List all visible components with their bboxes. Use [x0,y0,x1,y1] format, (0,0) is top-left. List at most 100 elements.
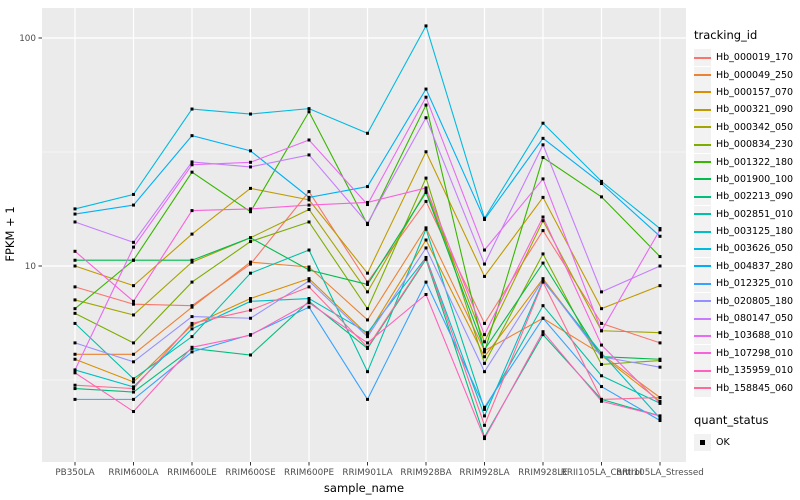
legend-entry-Hb_002213_090: Hb_002213_090 [694,188,800,206]
legend-key-icon [694,136,711,154]
data-point [658,264,662,268]
data-point [483,248,486,252]
data-point [73,298,77,302]
data-point [132,397,135,401]
legend-label: Hb_158845_060 [716,382,794,394]
line-swatch-icon [694,178,711,181]
data-point [600,397,603,401]
data-point [600,374,603,378]
data-point [249,165,252,169]
legend-entry-Hb_107298_010: Hb_107298_010 [694,344,800,362]
data-point [249,112,252,116]
data-point [366,318,369,322]
data-point [424,186,428,190]
data-point [249,160,252,164]
data-point [73,387,77,391]
data-point [132,360,135,364]
data-point [424,280,428,284]
data-point [132,380,135,384]
legend-entry-Hb_001322_180: Hb_001322_180 [694,153,800,171]
y-tick-label: 10 [25,262,37,272]
data-point [190,321,194,325]
data-point [307,107,311,111]
data-point [132,377,135,381]
series-points-Hb_080147_050 [73,116,662,294]
data-point [190,280,194,284]
data-point [658,284,662,288]
data-point [132,385,135,389]
data-point [366,203,369,207]
data-point [541,156,545,160]
data-point [600,195,603,199]
data-point [541,261,545,265]
legend-key-icon [694,83,711,101]
legend-key-icon [694,275,711,293]
data-point [541,280,545,284]
data-point [132,203,135,207]
data-point [307,305,311,309]
series-points-Hb_020805_180 [73,246,662,374]
data-point [541,278,545,282]
line-swatch-icon [694,352,711,355]
data-point [307,268,311,272]
x-tick-label: RRIM600LE [167,468,217,478]
legend-label: Hb_020805_180 [716,295,794,307]
data-point [190,305,194,309]
x-tick-label: RRIM901LA [342,468,392,478]
data-point [73,397,77,401]
data-point [600,290,603,294]
data-point [366,345,369,349]
data-point [190,315,194,319]
data-point [132,352,135,356]
data-point [658,395,662,399]
data-point [658,419,662,423]
legend-key-icon [694,101,711,119]
data-point [249,210,252,214]
series-points-Hb_158845_060 [73,256,662,427]
data-point [249,207,252,211]
data-point [658,399,662,403]
data-point [307,190,311,194]
data-point [483,321,486,325]
x-tick-label: RRIM600PE [284,468,334,478]
series-points-Hb_000321_090 [73,150,662,311]
data-point [424,150,428,154]
data-point [249,186,252,190]
series-points-Hb_107298_010 [73,186,662,405]
legend-key-icon [694,223,711,241]
legend: tracking_id Hb_000019_170 Hb_000049_250 Hb… [694,28,800,451]
data-point [249,297,252,301]
data-point [307,207,311,211]
data-point [483,274,486,278]
legend-title-tracking-id: tracking_id [694,28,758,42]
data-point [190,335,194,339]
data-point [249,308,252,312]
data-point [73,357,77,361]
legend-label: Hb_001322_180 [716,156,794,168]
data-point [600,329,603,333]
data-point [483,405,486,409]
y-tick-label: 100 [19,34,36,44]
x-tick-label: RRII105LA_Stressed [616,468,704,478]
data-point [483,370,486,374]
line-swatch-icon [694,91,711,94]
line-swatch-icon [694,74,711,77]
data-point [600,385,603,389]
legend-label: Hb_000049_250 [716,69,794,81]
line-swatch-icon [694,300,711,303]
data-point [73,220,77,224]
legend-label: Hb_000157_070 [716,86,794,98]
legend-label: Hb_000321_090 [716,104,794,116]
legend-entry-Hb_080147_050: Hb_080147_050 [694,310,800,328]
data-point [658,365,662,369]
legend-label: Hb_003125_180 [716,226,794,238]
legend-label: Hb_103688_010 [716,330,794,342]
legend-entry-Hb_002851_010: Hb_002851_010 [694,205,800,223]
line-swatch-icon [694,56,711,59]
legend-entry-Hb_003125_180: Hb_003125_180 [694,223,800,241]
data-point [73,371,77,375]
data-point [366,333,369,337]
legend-key-icon [694,327,711,345]
data-point [73,321,77,325]
